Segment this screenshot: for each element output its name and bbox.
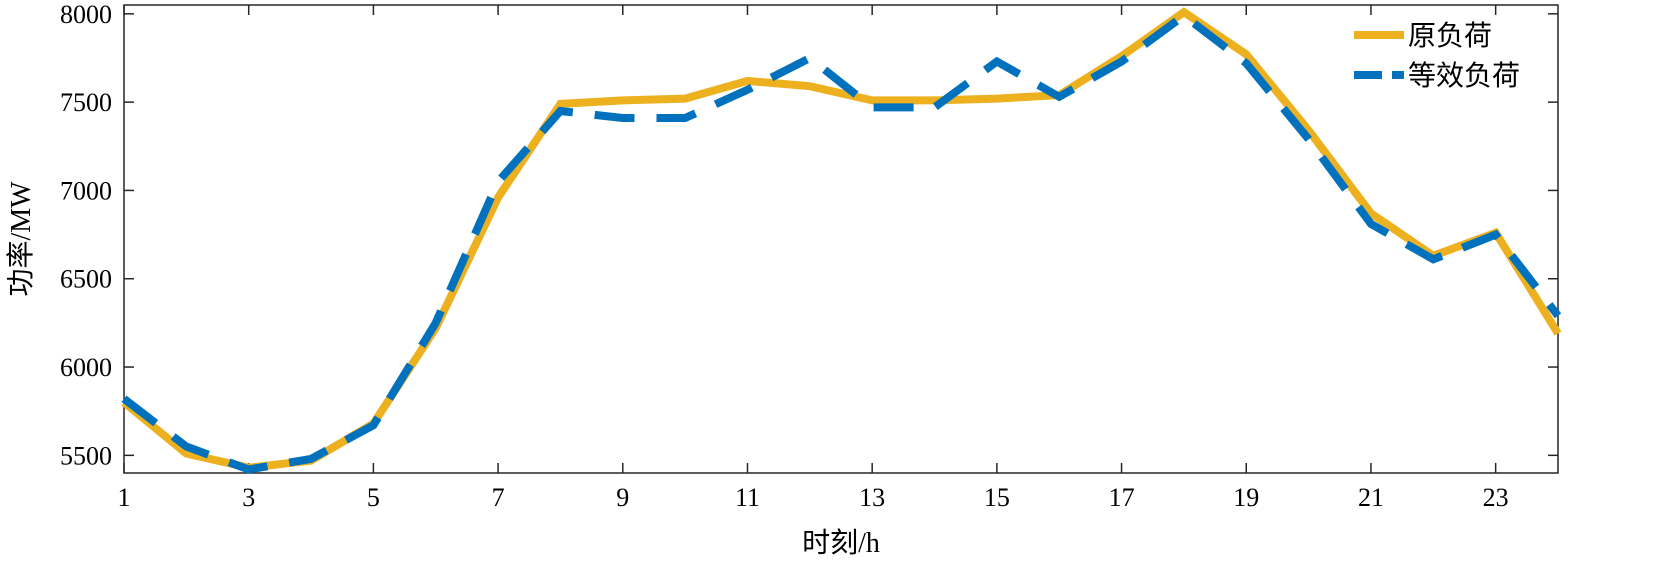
y-tick-label: 7000 <box>60 176 112 205</box>
x-tick-label: 19 <box>1233 483 1259 512</box>
y-tick-label: 6500 <box>60 265 112 294</box>
x-tick-label: 17 <box>1109 483 1135 512</box>
x-axis: 1 3 5 7 9 11 13 15 17 19 21 23 <box>118 5 1509 512</box>
plot-frame <box>123 4 1559 474</box>
y-tick-label: 7500 <box>60 88 112 117</box>
plot-frame-group <box>123 4 1559 474</box>
series-layer <box>121 7 1562 474</box>
x-tick-label: 1 <box>118 483 131 512</box>
y-axis-label: 功率/MW <box>5 181 37 297</box>
y-tick-label: 6000 <box>60 353 112 382</box>
x-tick-label: 7 <box>492 483 505 512</box>
x-tick-label: 11 <box>735 483 760 512</box>
x-tick-label: 15 <box>984 483 1010 512</box>
legend: 原负荷 等效负荷 <box>1354 20 1520 92</box>
y-axis: 5500 6000 6500 7000 7500 8000 <box>60 0 1558 470</box>
x-tick-label: 9 <box>616 483 629 512</box>
x-tick-label: 5 <box>367 483 380 512</box>
y-tick-label: 8000 <box>60 0 112 29</box>
y-tick-label: 5500 <box>60 441 112 470</box>
x-tick-label: 13 <box>859 483 885 512</box>
legend-label-equivalent-load: 等效负荷 <box>1408 60 1520 92</box>
legend-label-original-load: 原负荷 <box>1408 20 1492 52</box>
series-line-equivalent-load <box>121 10 1562 474</box>
x-tick-label: 21 <box>1358 483 1384 512</box>
x-tick-label: 23 <box>1483 483 1509 512</box>
x-tick-label: 3 <box>242 483 255 512</box>
x-axis-label: 时刻/h <box>802 527 880 559</box>
